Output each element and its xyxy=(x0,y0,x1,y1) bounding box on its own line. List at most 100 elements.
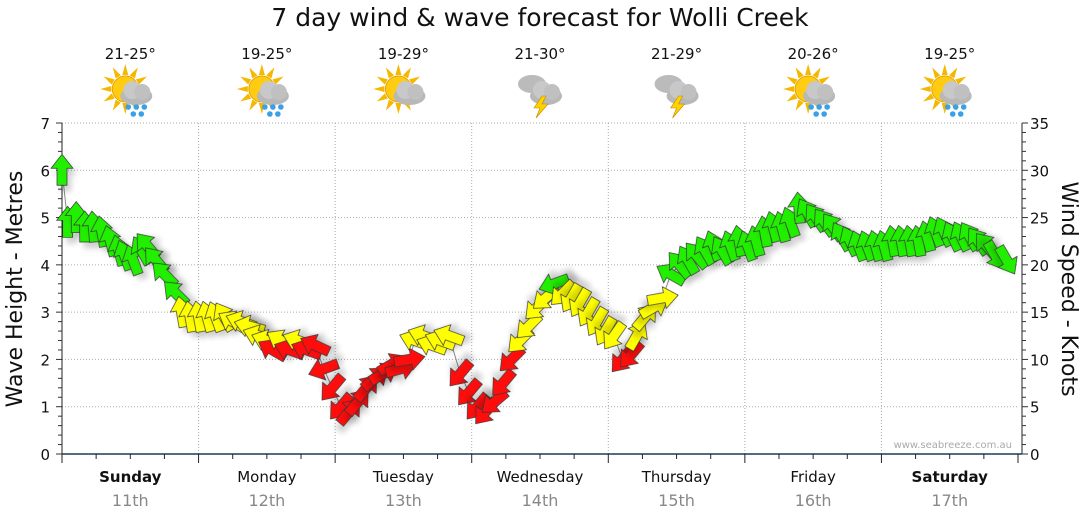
day-label: Saturday xyxy=(912,468,989,486)
temperature-label: 19-25° xyxy=(924,45,975,63)
temperature-label: 21-25° xyxy=(105,45,156,63)
day-label: Sunday xyxy=(99,468,162,486)
wind-arrow xyxy=(308,358,341,381)
raindrop xyxy=(125,104,132,110)
raindrop xyxy=(952,104,959,110)
y2-tick-label: 5 xyxy=(1030,399,1040,417)
date-label: 11th xyxy=(112,491,149,510)
weather-icons: 21-25° 19-25° 19-29° 21-30° 21-29° 20-26° 19-2… xyxy=(100,45,975,119)
temperature-label: 21-29° xyxy=(651,45,702,63)
sun-ray xyxy=(932,67,941,79)
lightning-bolt xyxy=(533,95,549,119)
raindrop xyxy=(130,111,137,117)
sun-ray xyxy=(135,76,147,85)
sun-ray xyxy=(240,93,252,102)
day-label: Monday xyxy=(237,468,296,486)
raindrop xyxy=(270,104,276,110)
sun-ray xyxy=(786,76,798,85)
y-tick-label: 5 xyxy=(40,210,50,228)
raindrop xyxy=(275,111,281,117)
raindrop xyxy=(816,104,822,110)
raindrop xyxy=(957,111,964,117)
sun-ray xyxy=(818,76,830,85)
wind-arrow xyxy=(393,347,426,371)
sun-ray xyxy=(795,67,804,79)
sun-cloud-rain-icon xyxy=(783,64,836,117)
raindrop xyxy=(960,104,967,110)
sun-cloud-rain-icon xyxy=(100,64,153,117)
cloud xyxy=(270,84,287,100)
sun-ray xyxy=(949,67,958,79)
sun-ray xyxy=(236,86,248,92)
raindrop xyxy=(138,111,145,117)
cloud xyxy=(544,84,560,100)
sun-ray xyxy=(376,93,388,102)
sun-cloud-rain-icon xyxy=(236,64,289,117)
y-tick-label: 1 xyxy=(40,399,50,417)
raindrop xyxy=(133,104,140,110)
sun-ray xyxy=(249,99,258,111)
y-tick-label: 2 xyxy=(40,351,50,369)
sun-ray xyxy=(112,67,121,79)
watermark: www.seabreeze.com.au xyxy=(894,440,1012,451)
raindrop xyxy=(944,104,951,110)
y-tick-label: 4 xyxy=(40,257,50,275)
sun-ray xyxy=(249,67,258,79)
temperature-label: 21-30° xyxy=(514,45,565,63)
wind-arrow xyxy=(300,333,332,357)
raindrop xyxy=(278,104,284,110)
wind-arrow xyxy=(449,358,475,387)
day-label: Wednesday xyxy=(497,468,584,486)
y2-tick-label: 30 xyxy=(1030,162,1049,180)
raindrop xyxy=(824,104,830,110)
lightning-bolt xyxy=(670,95,686,119)
raindrop xyxy=(821,111,827,117)
sun-ray xyxy=(385,67,395,79)
wind-arrow xyxy=(458,377,483,406)
sun-ray xyxy=(272,76,284,85)
sun-ray xyxy=(941,64,948,75)
date-label: 13th xyxy=(385,491,422,510)
sun-ray xyxy=(783,86,795,92)
day-label: Thursday xyxy=(641,468,712,486)
temperature-label: 20-26° xyxy=(788,45,839,63)
wind-arrow xyxy=(492,367,517,396)
y2-tick-label: 35 xyxy=(1030,115,1049,133)
wind-arrow xyxy=(433,324,466,347)
day-label: Tuesday xyxy=(372,468,434,486)
sun-ray xyxy=(385,99,395,111)
sun-ray xyxy=(923,76,935,85)
sun-ray xyxy=(409,76,421,85)
date-label: 16th xyxy=(795,491,832,510)
y2-tick-label: 10 xyxy=(1030,351,1049,369)
cloud xyxy=(407,84,424,100)
sun-ray xyxy=(932,99,941,111)
raindrop xyxy=(141,104,148,110)
temperature-label: 19-29° xyxy=(378,45,429,63)
raindrop xyxy=(949,111,956,117)
sun-ray xyxy=(122,64,129,75)
raindrop xyxy=(808,104,814,110)
raindrop xyxy=(262,104,268,110)
temperature-label: 19-25° xyxy=(241,45,292,63)
sun-ray xyxy=(919,86,931,92)
y2-tick-label: 0 xyxy=(1030,446,1040,464)
y-tick-label: 7 xyxy=(40,115,50,133)
wind-arrow xyxy=(50,153,74,186)
wind-arrow xyxy=(603,320,628,350)
axes: 0 1 2 3 4 5 6 7 0 5 10 15 20 25 30 35 Sunday 11th Monday 12… xyxy=(40,115,1049,510)
day-label: Friday xyxy=(790,468,836,486)
cloud xyxy=(817,84,834,100)
raindrop xyxy=(813,111,819,117)
sun-ray xyxy=(395,103,402,114)
y2-tick-label: 20 xyxy=(1030,257,1049,275)
wind-arrow xyxy=(152,262,180,289)
sun-ray xyxy=(923,93,935,102)
y-tick-label: 3 xyxy=(40,304,50,322)
sun-ray xyxy=(955,76,967,85)
sun-ray xyxy=(812,67,821,79)
sun-ray xyxy=(373,86,385,92)
sun-cloud-rain-icon xyxy=(919,64,972,117)
sun-cloud-icon xyxy=(373,64,426,114)
